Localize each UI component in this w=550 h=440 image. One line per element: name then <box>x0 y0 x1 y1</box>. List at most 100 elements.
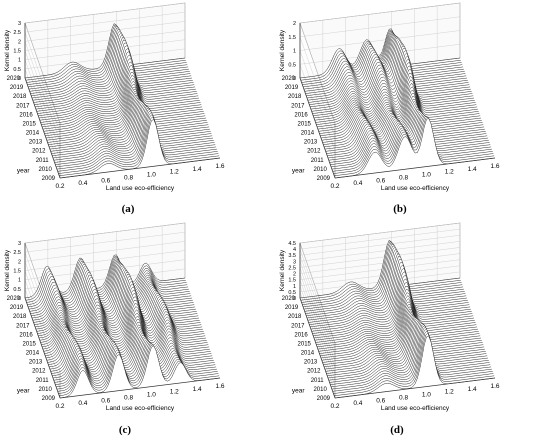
surface-ribbon-fill <box>329 323 490 383</box>
surface-ribbon <box>310 271 471 330</box>
surface-ribbon <box>313 286 475 339</box>
x-tick-label: 0.2 <box>55 403 64 410</box>
surface-ribbon <box>326 105 487 154</box>
year-tick-label: 2019 <box>10 85 24 91</box>
x-tick-label: 1.0 <box>422 392 431 399</box>
year-tick-label: 2010 <box>313 387 327 393</box>
surface-ribbon <box>309 40 470 105</box>
surface-ribbon <box>313 282 474 337</box>
year-tick-label: 2012 <box>32 149 46 155</box>
surface-ribbon <box>305 35 466 94</box>
year-tick-label: 2015 <box>298 121 312 127</box>
x-tick-label: 0.8 <box>124 174 133 181</box>
x-tick-label: 0.8 <box>124 394 133 401</box>
z-tick-label: 2 <box>18 39 21 45</box>
grid-line-z <box>24 50 61 151</box>
surface-ribbon <box>36 57 197 112</box>
kernel-density-surface-d: 0.2 0.4 0.6 0.8 1.0 1.2 1.4 1.6 Land use eco-eff… <box>279 222 500 412</box>
x-tick-label: 1.6 <box>490 383 499 390</box>
grid-line-z <box>24 2 186 24</box>
surface-ribbon <box>318 304 479 352</box>
surface-ribbon <box>54 106 215 163</box>
surface-ribbon <box>334 117 495 177</box>
year-tick-label: 2010 <box>38 167 52 173</box>
year-tick-label: 2017 <box>291 103 305 109</box>
x-axis-label: Land use eco-efficiency <box>106 405 175 412</box>
surface-ribbon <box>24 23 186 79</box>
surface-ribbon <box>57 112 218 172</box>
surface-ribbon <box>299 28 461 79</box>
surface-ribbon <box>300 29 461 81</box>
surface-ribbon <box>40 74 201 123</box>
surface-ribbon <box>59 344 220 397</box>
x-tick-label: 0.8 <box>399 174 408 181</box>
surface-ribbon-fill <box>309 264 470 325</box>
year-tick-label: 2014 <box>26 351 40 357</box>
surface-ribbon <box>40 289 201 343</box>
surface-ribbon <box>52 102 213 157</box>
z-tick-label: 0.5 <box>13 67 21 73</box>
surface-ribbon <box>38 280 199 337</box>
year-axis-line <box>24 297 61 399</box>
year-tick-label: 2009 <box>317 176 331 182</box>
year-tick-label: 2016 <box>294 112 308 118</box>
z-tick-label: 2.5 <box>13 30 21 36</box>
x-tick-label: 1.6 <box>215 163 224 170</box>
surface-ribbon <box>45 93 207 139</box>
surface-ribbon-fill <box>310 268 471 327</box>
surface-ribbon <box>320 86 482 139</box>
surface-ribbon-fill <box>331 327 492 390</box>
surface-ribbon <box>48 97 209 145</box>
surface-ribbon <box>59 116 220 177</box>
surface-ribbon <box>50 101 211 152</box>
year-tick-label: 2016 <box>19 112 33 118</box>
surface-ribbon-fill <box>307 259 468 321</box>
surface-ribbon <box>323 315 484 365</box>
z-tick-label: 3 <box>293 259 296 265</box>
year-tick-label: 2009 <box>317 396 331 402</box>
x-tick-label: 1.4 <box>468 166 477 173</box>
x-axis-line <box>334 157 496 179</box>
grid-line-z <box>299 253 461 274</box>
surface-ribbon <box>29 261 190 312</box>
surface-ribbon-fill <box>333 330 494 394</box>
surface-ribbon <box>328 321 489 381</box>
grid-line-z <box>299 222 461 244</box>
surface-ribbon <box>33 45 194 103</box>
surface-ribbon <box>308 261 469 323</box>
grid-line-z <box>24 68 61 169</box>
surface-ribbon <box>47 96 208 143</box>
surface-ribbon <box>321 90 482 141</box>
x-tick-label: 0.6 <box>101 177 110 184</box>
surface-ribbon <box>35 51 196 108</box>
surface-ribbon <box>333 116 494 174</box>
panel-label-a: (a) <box>121 203 135 215</box>
surface-ribbon <box>321 312 482 361</box>
surface-ribbon-fill <box>60 345 220 398</box>
surface-ribbon <box>303 33 464 90</box>
surface-ribbon <box>38 65 199 117</box>
year-tick-label: 2020 <box>7 296 21 302</box>
x-axis-line <box>334 377 496 399</box>
surface-ribbon <box>324 316 485 368</box>
surface-ribbon <box>306 37 468 99</box>
surface-ribbon <box>58 343 219 394</box>
surface-ribbon-fill <box>58 114 219 174</box>
surface-ribbon <box>36 276 197 332</box>
z-tick-label: 0.5 <box>288 62 296 68</box>
surface-ribbon <box>307 259 468 321</box>
grid-line-z <box>299 241 461 262</box>
surface-ribbon <box>329 111 490 163</box>
grid-line-z <box>24 30 186 51</box>
axes: 0.2 0.4 0.6 0.8 1.0 1.2 1.4 1.6 Land use eco-eff… <box>279 241 500 412</box>
surface-ribbon <box>303 246 464 310</box>
grid-line-z <box>299 228 461 250</box>
surface-ribbon <box>37 278 198 334</box>
surface-ribbon <box>328 110 489 161</box>
surface-ribbon <box>313 52 474 117</box>
x-tick-label: 1.4 <box>193 166 202 173</box>
surface-ribbon <box>45 91 206 137</box>
surface-ribbon <box>310 45 471 110</box>
surface-ribbon <box>315 61 476 123</box>
